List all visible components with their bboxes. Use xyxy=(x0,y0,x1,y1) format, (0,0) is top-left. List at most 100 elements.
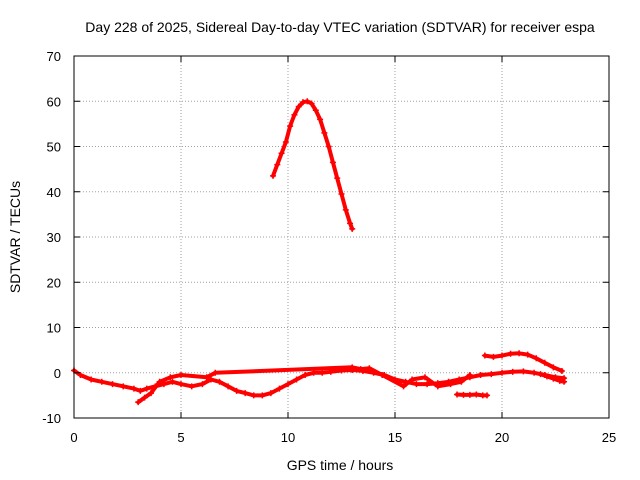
data-point xyxy=(507,350,514,357)
data-point xyxy=(531,369,538,376)
data-point xyxy=(379,372,386,379)
data-point xyxy=(349,364,356,371)
data-point xyxy=(321,129,328,136)
data-point xyxy=(291,111,298,118)
data-point xyxy=(349,225,356,232)
series-line xyxy=(271,99,355,231)
data-point xyxy=(143,385,150,392)
data-point xyxy=(543,373,550,380)
data-point xyxy=(533,355,540,362)
data-point xyxy=(499,369,505,376)
y-tick-labels: -10 0 10 20 30 40 50 60 70 xyxy=(42,49,61,426)
data-point xyxy=(499,352,505,359)
data-point xyxy=(216,378,223,385)
x-tick-label: 15 xyxy=(388,430,402,445)
data-point xyxy=(109,381,116,388)
x-tick-label: 20 xyxy=(495,430,509,445)
data-point xyxy=(329,159,336,166)
data-point xyxy=(466,372,473,379)
data-point xyxy=(484,392,491,399)
data-point xyxy=(299,99,306,106)
series-upper_right_band xyxy=(481,350,565,374)
series-lower_right_tail xyxy=(537,371,568,385)
data-point xyxy=(285,381,291,388)
data-point xyxy=(77,372,84,379)
data-point xyxy=(481,352,488,359)
x-tick-label: 0 xyxy=(70,430,77,445)
data-point xyxy=(524,351,531,358)
data-point xyxy=(357,366,364,373)
data-point xyxy=(334,175,341,182)
y-tick-label: 10 xyxy=(47,321,61,336)
data-point xyxy=(312,107,319,114)
data-point xyxy=(447,381,454,388)
x-tick-label: 5 xyxy=(177,430,184,445)
data-point xyxy=(88,376,95,383)
data-point xyxy=(366,365,373,372)
data-point xyxy=(274,161,281,168)
y-tick-label: 70 xyxy=(47,49,61,64)
data-point xyxy=(317,116,324,123)
x-tick-label: 10 xyxy=(281,430,295,445)
data-point xyxy=(169,378,176,385)
series-line xyxy=(482,351,564,373)
y-tick-label: 60 xyxy=(47,94,61,109)
data-point xyxy=(287,123,294,130)
data-point xyxy=(167,374,174,381)
chart-title: Day 228 of 2025, Sidereal Day-to-day VTE… xyxy=(85,19,595,35)
data-point xyxy=(413,381,420,388)
data-point xyxy=(466,391,473,398)
x-tick-labels: 0 5 10 15 20 25 xyxy=(70,430,616,445)
data-point xyxy=(537,371,544,378)
series-low_band xyxy=(71,367,568,399)
data-point xyxy=(242,390,249,397)
data-point xyxy=(270,172,277,179)
data-point xyxy=(454,391,461,398)
y-tick-label: -10 xyxy=(42,411,61,426)
data-point xyxy=(156,378,163,385)
data-point xyxy=(278,150,285,157)
data-point xyxy=(488,371,495,378)
data-point xyxy=(556,377,563,384)
data-point xyxy=(120,383,127,390)
data-point xyxy=(207,376,214,383)
data-point xyxy=(304,98,311,105)
data-point xyxy=(188,383,195,390)
y-tick-label: 40 xyxy=(47,185,61,200)
x-axis-title: GPS time / hours xyxy=(287,457,394,473)
data-point xyxy=(477,372,484,379)
data-point xyxy=(550,364,557,371)
data-point xyxy=(325,143,332,150)
data-point xyxy=(212,369,219,376)
data-point xyxy=(276,385,283,392)
data-point xyxy=(473,391,480,398)
data-point xyxy=(338,191,345,198)
y-axis-title: SDTVAR / TECUs xyxy=(7,181,23,293)
data-point xyxy=(98,378,105,385)
data-point xyxy=(233,387,240,394)
data-point xyxy=(267,390,274,397)
series-line xyxy=(72,368,567,398)
data-point xyxy=(424,381,431,388)
data-point xyxy=(199,381,206,388)
data-point xyxy=(293,376,300,383)
data-point xyxy=(308,100,315,107)
data-point xyxy=(250,392,257,399)
y-tick-label: 0 xyxy=(54,366,61,381)
data-point xyxy=(225,383,232,390)
data-point xyxy=(319,369,326,376)
y-tick-label: 20 xyxy=(47,275,61,290)
data-point xyxy=(550,375,557,382)
data-point xyxy=(203,374,210,381)
data-point xyxy=(259,392,266,399)
data-point xyxy=(516,350,523,357)
data-point xyxy=(137,387,144,394)
data-point xyxy=(400,383,407,390)
data-point xyxy=(135,399,142,406)
data-point xyxy=(509,368,516,375)
data-point xyxy=(295,103,302,110)
data-point xyxy=(347,220,354,227)
data-point xyxy=(282,138,289,145)
data-point xyxy=(434,383,441,390)
